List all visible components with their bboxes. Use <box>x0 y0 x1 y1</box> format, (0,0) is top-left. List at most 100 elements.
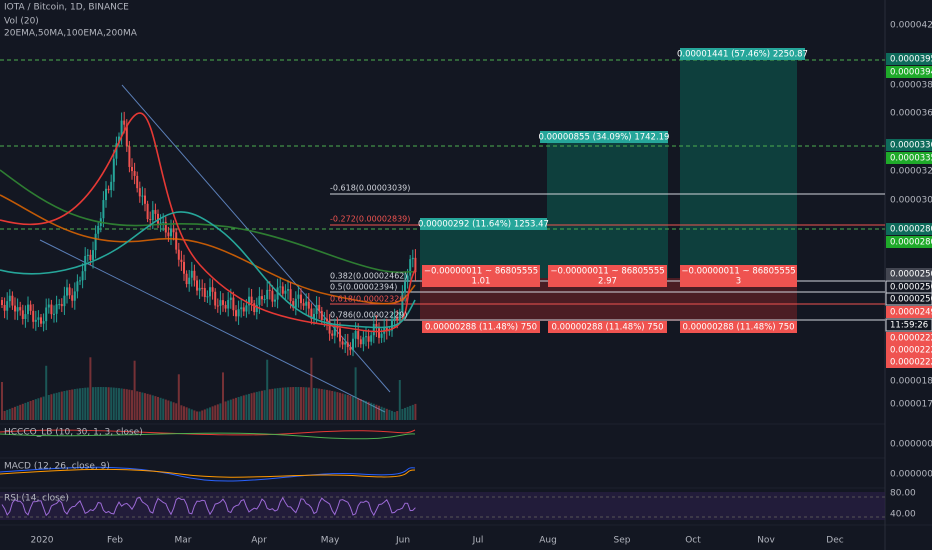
target-label: 0.00001441 (57.46%) 2250.87 <box>677 50 808 60</box>
volume-bar <box>237 397 240 420</box>
volume-bar <box>391 410 393 420</box>
volume-bar <box>245 394 248 420</box>
price-label: 0.00003800 <box>890 81 932 91</box>
volume-bar <box>24 402 27 420</box>
volume-bar <box>107 387 110 420</box>
candle-body <box>151 210 154 221</box>
candle-body <box>375 323 378 329</box>
candle-body <box>240 307 243 310</box>
range-label: −0.00000011 ~ 86805555 <box>550 267 664 277</box>
candle-body <box>128 146 131 167</box>
candle-body <box>297 294 300 299</box>
volume-bar <box>131 390 133 420</box>
price-label: 0.00003200 <box>890 167 932 177</box>
volume-bar <box>40 397 42 420</box>
range-box <box>548 265 667 287</box>
volume-bar <box>183 406 185 420</box>
candle-body <box>349 347 352 351</box>
volume-bar <box>118 388 120 420</box>
candle-body <box>214 291 217 306</box>
time-label: Jun <box>395 536 410 546</box>
volume-bar <box>409 405 412 420</box>
volume-bar <box>274 388 276 420</box>
volume-bar <box>125 389 128 420</box>
candle-body <box>81 271 84 281</box>
candle-body <box>279 286 282 288</box>
volume-bar <box>305 387 308 420</box>
volume-bar <box>255 391 258 420</box>
candle-body <box>170 228 172 237</box>
fib-label: 0.786(0.00002229) <box>330 311 408 320</box>
candle-body <box>352 338 354 351</box>
indicator-label: HCCCO_LB (10, 30, 1, 3, close) <box>4 428 143 438</box>
volume-bar <box>164 399 167 420</box>
volume-bar <box>297 387 300 420</box>
volume-bar <box>60 391 63 420</box>
candle-body <box>380 333 383 338</box>
price-tag <box>886 236 932 248</box>
volume-bar <box>198 411 201 420</box>
candle-body <box>6 301 9 311</box>
candle-body <box>60 304 63 307</box>
macd-line <box>0 466 416 482</box>
price-label: 0.00000000 <box>890 470 932 480</box>
volume-bar <box>136 391 139 420</box>
volume-bar <box>211 406 214 420</box>
candle-body <box>68 287 71 296</box>
candle-body <box>86 254 89 257</box>
candle-body <box>253 303 256 313</box>
candle-body <box>414 257 417 273</box>
volume-bar <box>19 404 22 420</box>
volume-bar <box>154 396 157 420</box>
candle-body <box>281 286 284 294</box>
time-label: Jul <box>472 536 484 546</box>
profit-zone <box>547 143 668 278</box>
price-tag <box>885 318 932 332</box>
candle-body <box>242 307 245 312</box>
price-tag-label: 0.00002508 <box>890 295 932 305</box>
price-tag <box>886 53 932 65</box>
candle-body <box>50 304 53 315</box>
profit-zone <box>680 60 797 278</box>
volume-bar <box>294 387 297 420</box>
candle-body <box>53 313 55 315</box>
fib-label: -0.618(0.00003039) <box>330 184 410 193</box>
volume-bar <box>352 396 354 420</box>
candle-body <box>219 300 222 306</box>
volume-bar <box>219 403 222 420</box>
volume-bar <box>123 388 126 420</box>
volume-bar <box>167 400 170 420</box>
time-label: Sep <box>614 536 631 546</box>
candle-body <box>224 304 227 309</box>
volume-bar <box>32 400 35 420</box>
candle-body <box>133 171 136 176</box>
price-tag <box>886 268 932 280</box>
volume-bar <box>66 390 68 420</box>
volume-bar <box>185 407 188 420</box>
candle-body <box>183 261 185 274</box>
volume-bar <box>1 382 3 420</box>
volume-bar <box>177 374 180 420</box>
price-tag-label: 0.00003955 <box>890 55 932 65</box>
volume-bar <box>271 388 274 420</box>
candle-body <box>73 291 76 301</box>
candle-body <box>310 308 313 320</box>
volume-bar <box>300 387 302 420</box>
candle-body <box>66 287 68 296</box>
time-label: Mar <box>175 536 192 546</box>
volume-bar <box>385 408 388 420</box>
volume-bar <box>68 389 71 420</box>
volume-bar <box>242 395 245 420</box>
volume-bar <box>190 409 193 420</box>
price-tag <box>885 292 932 306</box>
stop-box <box>422 321 540 333</box>
volume-bar <box>224 401 227 420</box>
time-label: 2020 <box>31 536 54 546</box>
candle-body <box>123 120 126 125</box>
candle-body <box>34 319 37 322</box>
candle-body <box>346 342 349 348</box>
price-tag-label: 11:59:26 <box>890 321 928 331</box>
hccco-line <box>0 432 416 440</box>
candle-body <box>362 337 365 345</box>
